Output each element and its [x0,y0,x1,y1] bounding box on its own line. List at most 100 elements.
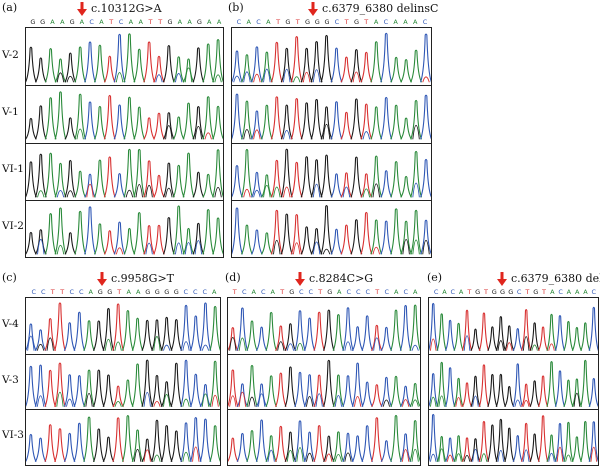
trace-minor-peak [165,187,173,197]
panel-label: (a) [2,1,18,14]
mutation-label: c.9958G>T [111,272,174,285]
trace-peak [44,152,57,198]
trace-peak [571,326,582,351]
trace-peak [588,377,598,407]
trace-peak [255,326,268,351]
trace-minor-peak [590,447,598,463]
trace-minor-peak [243,188,251,197]
trace-peak [63,373,76,407]
trace-minor-peak [296,342,304,351]
base-letter: A [394,288,399,296]
trace-peak [340,111,353,140]
trace-peak [170,430,183,463]
base-letter: A [583,288,588,296]
trace-peak [143,41,156,83]
trace-peak [400,59,413,83]
base-letter: A [550,288,555,296]
trace-peak [280,47,293,83]
trace-peak [537,326,549,351]
trace-peak [133,106,146,140]
trace-peak [73,422,86,463]
trace-peak [182,58,195,83]
trace-peak [228,437,239,463]
chromatogram-row [232,28,431,85]
trace-peak [84,205,96,255]
trace-peak [250,110,263,140]
trace-minor-peak [325,453,333,463]
base-letter: T [50,288,55,296]
trace-peak [26,323,37,351]
base-letter: G [491,288,497,296]
trace-peak [112,417,125,463]
trace-peak [270,96,283,140]
trace-peak [504,325,515,351]
base-letter: G [30,18,36,26]
trace-peak [162,45,175,83]
trace-peak [330,47,343,83]
base-letter: C [591,288,597,296]
base-letter: G [304,18,310,26]
chromatogram-row [26,199,223,257]
base-letter: A [574,288,580,296]
trace-peak [92,428,105,463]
trace-minor-peak [143,391,151,407]
trace-minor-peak [522,449,530,463]
trace-minor-peak [282,68,291,83]
trace-peak [270,159,283,198]
trace-peak [280,148,293,197]
trace-peak [260,104,273,140]
trace-minor-peak [463,455,471,463]
trace-peak [141,319,154,351]
trace-peak [113,104,126,140]
trace-peak [265,374,277,407]
trace-minor-peak [214,74,222,83]
trace-peak [153,55,165,83]
trace-minor-peak [372,246,380,255]
trace-peak [236,433,249,463]
trace-minor-peak [422,76,430,83]
trace-peak [436,361,447,407]
trace-peak [371,383,383,407]
trace-peak [310,227,323,255]
trace-peak [93,44,106,83]
base-letter: C [298,288,304,296]
trace-peak [350,218,363,255]
trace-peak [351,362,364,407]
trace-peak [323,309,335,351]
trace-peak [26,434,37,463]
base-letter: C [384,288,390,296]
trace-peak [83,416,95,463]
trace-peak [250,46,263,83]
trace-peak [54,428,66,463]
trace-minor-peak [322,124,331,140]
trace-peak [275,325,287,351]
trace-peak [453,377,464,407]
base-letter: A [403,18,408,26]
trace-peak [303,317,316,351]
trace-peak [410,49,423,83]
trace-minor-peak [522,336,530,351]
trace-peak [410,150,423,197]
trace-peak [370,155,383,198]
trace-peak [250,171,263,198]
trace-minor-peak [201,344,210,351]
trace-peak [112,303,125,351]
trace-peak [240,224,253,255]
trace-peak [240,100,253,140]
trace-peak [390,375,402,407]
trace-peak [74,170,87,198]
trace-peak [212,106,223,140]
base-letter: T [232,288,237,296]
base-letter: T [60,288,65,296]
trace-plot [232,93,431,140]
trace-peak [310,99,323,140]
trace-peak [284,366,297,407]
trace-peak [330,172,343,198]
trace-peak [64,159,77,198]
trace-plot [228,359,420,407]
trace-peak [228,369,239,407]
base-letter: A [337,288,342,296]
sample-label: V-2 [2,48,19,61]
trace-minor-peak [412,182,420,197]
trace-minor-peak [153,400,161,407]
